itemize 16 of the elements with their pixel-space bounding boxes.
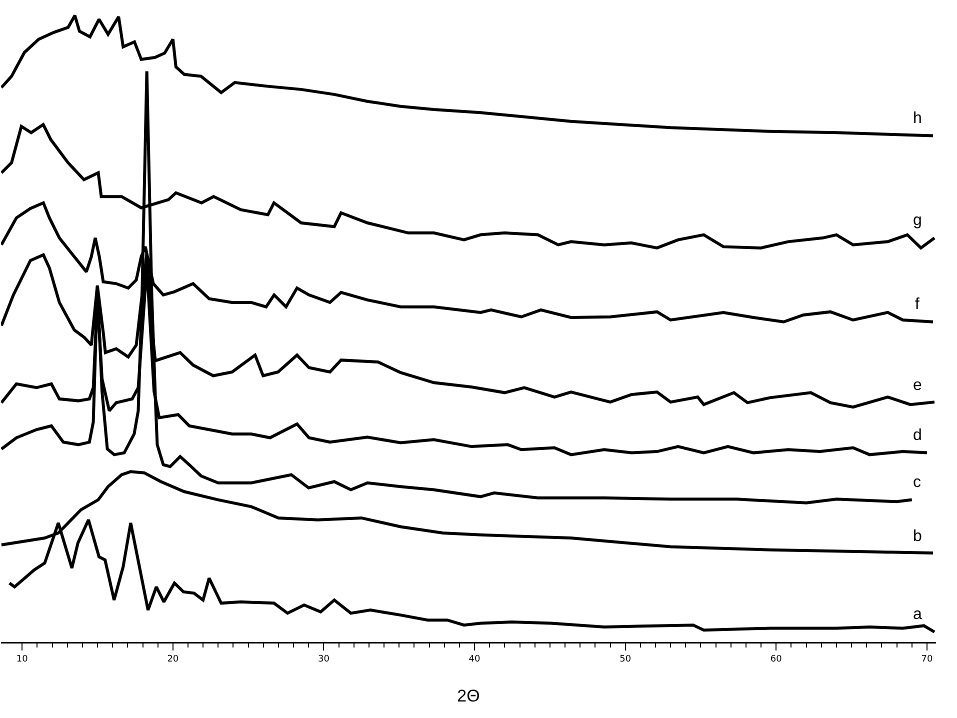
series-label: b <box>913 528 922 545</box>
x-tick-label: 10 <box>16 654 28 664</box>
x-tick-label: 60 <box>770 654 782 664</box>
x-tick-label: 70 <box>921 654 933 664</box>
x-tick-label: 20 <box>167 654 179 664</box>
series-label: e <box>913 377 922 394</box>
x-tick-label: 40 <box>468 654 481 664</box>
series-label: d <box>913 427 922 444</box>
series-label: c <box>913 474 921 491</box>
series-label: g <box>913 212 922 229</box>
series-label: f <box>915 296 920 313</box>
series-label: a <box>913 606 922 623</box>
series-label: h <box>913 110 922 127</box>
x-tick-label: 30 <box>318 654 330 664</box>
x-tick-label: 50 <box>620 654 632 664</box>
x-axis-title: 2Θ <box>457 686 480 706</box>
